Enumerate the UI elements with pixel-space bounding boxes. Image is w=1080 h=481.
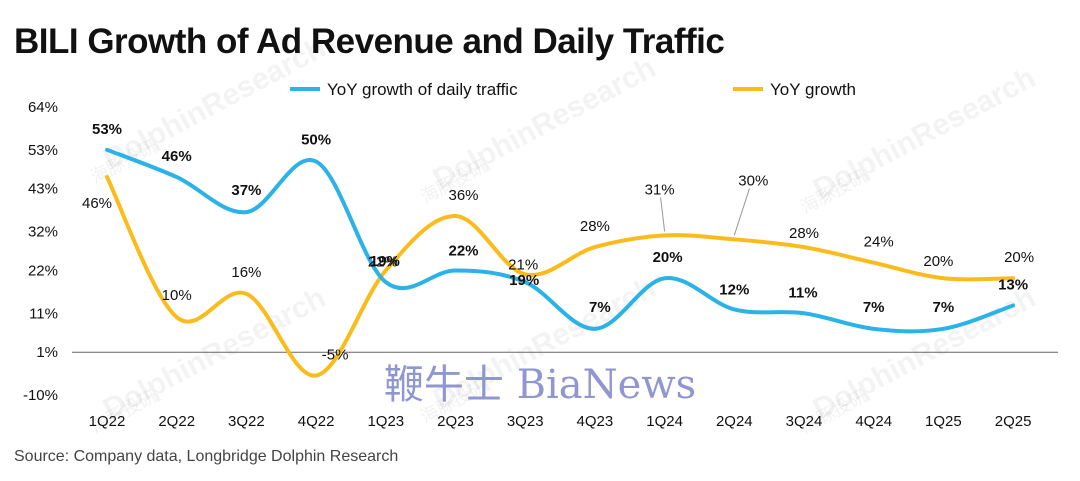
source-note: Source: Company data, Longbridge Dolphin…: [14, 448, 399, 465]
data-label: 13%: [998, 276, 1028, 293]
data-label: 46%: [162, 148, 192, 165]
x-tick-label: 3Q22: [228, 413, 265, 430]
legend-label: YoY growth: [770, 80, 856, 99]
data-label: 46%: [82, 195, 112, 212]
data-label: 12%: [719, 281, 749, 298]
data-label: 19%: [370, 253, 400, 270]
x-tick-label: 3Q23: [507, 413, 544, 430]
label-leader: [733, 188, 750, 236]
x-tick-label: 2Q22: [158, 413, 195, 430]
y-tick-label: 64%: [28, 99, 58, 116]
series-line-1: [105, 175, 1016, 378]
x-tick-label: 1Q23: [367, 413, 404, 430]
series-layer: [105, 147, 1016, 378]
data-label: 28%: [580, 218, 610, 235]
data-label: 22%: [448, 242, 478, 259]
axis-layer: 64% 53% 43% 32% 22% 11% 1% -10% 1Q22 2Q22 3Q22 4Q22…: [23, 99, 1058, 430]
x-tick-label: 4Q23: [577, 413, 614, 430]
x-tick-label: 1Q25: [925, 413, 962, 430]
data-label: 16%: [231, 264, 261, 281]
data-label: 20%: [1004, 249, 1034, 266]
y-tick-label: 1%: [36, 344, 58, 361]
x-tick-label: 4Q24: [855, 413, 892, 430]
y-tick-label: 53%: [28, 142, 58, 159]
data-label: 53%: [92, 121, 122, 138]
chart-title: BILI Growth of Ad Revenue and Daily Traf…: [14, 22, 725, 61]
x-tick-label: 2Q25: [995, 413, 1032, 430]
data-label: 7%: [933, 299, 955, 316]
x-tick-label: 2Q24: [716, 413, 753, 430]
data-label: 37%: [231, 182, 261, 199]
x-tick-label: 3Q24: [786, 413, 823, 430]
data-label: 7%: [589, 299, 611, 316]
x-tick-label: 1Q22: [89, 413, 126, 430]
y-tick-label: 22%: [28, 262, 58, 279]
data-label: 10%: [162, 287, 192, 304]
data-label: 20%: [923, 253, 953, 270]
data-label: 28%: [789, 225, 819, 242]
overlay-watermark-layer: 鞭牛士 BiaNews: [384, 362, 696, 408]
legend-label: YoY growth of daily traffic: [327, 80, 518, 99]
data-label: 30%: [738, 172, 768, 189]
data-label: 11%: [788, 284, 817, 301]
y-tick-label: 32%: [28, 224, 58, 241]
data-label: 19%: [509, 272, 539, 289]
y-tick-label: 43%: [28, 181, 58, 198]
data-label: 7%: [863, 299, 885, 316]
series-line-0: [105, 147, 1016, 334]
bianews-watermark: 鞭牛士 BiaNews: [384, 362, 696, 408]
data-label-layer: 53%46%37%50%19%22%19%7%20%12% 11%7% 7%13%4…: [82, 121, 1034, 364]
y-tick-label: -10%: [23, 387, 58, 404]
data-label: 24%: [864, 234, 894, 251]
x-tick-label: 4Q22: [298, 413, 335, 430]
y-tick-label: 11%: [29, 305, 58, 322]
data-label: 50%: [301, 131, 331, 148]
data-label: 20%: [653, 249, 683, 266]
legend: YoY growth of daily traffic YoY growth: [290, 80, 856, 99]
x-tick-label: 1Q24: [646, 413, 683, 430]
data-label: 31%: [645, 181, 675, 198]
x-tick-label: 2Q23: [437, 413, 474, 430]
label-leader: [660, 197, 666, 232]
data-label: -5%: [322, 347, 349, 364]
data-label: 22%: [368, 253, 398, 270]
data-label: 36%: [448, 187, 478, 204]
data-label: 21%: [508, 256, 538, 273]
